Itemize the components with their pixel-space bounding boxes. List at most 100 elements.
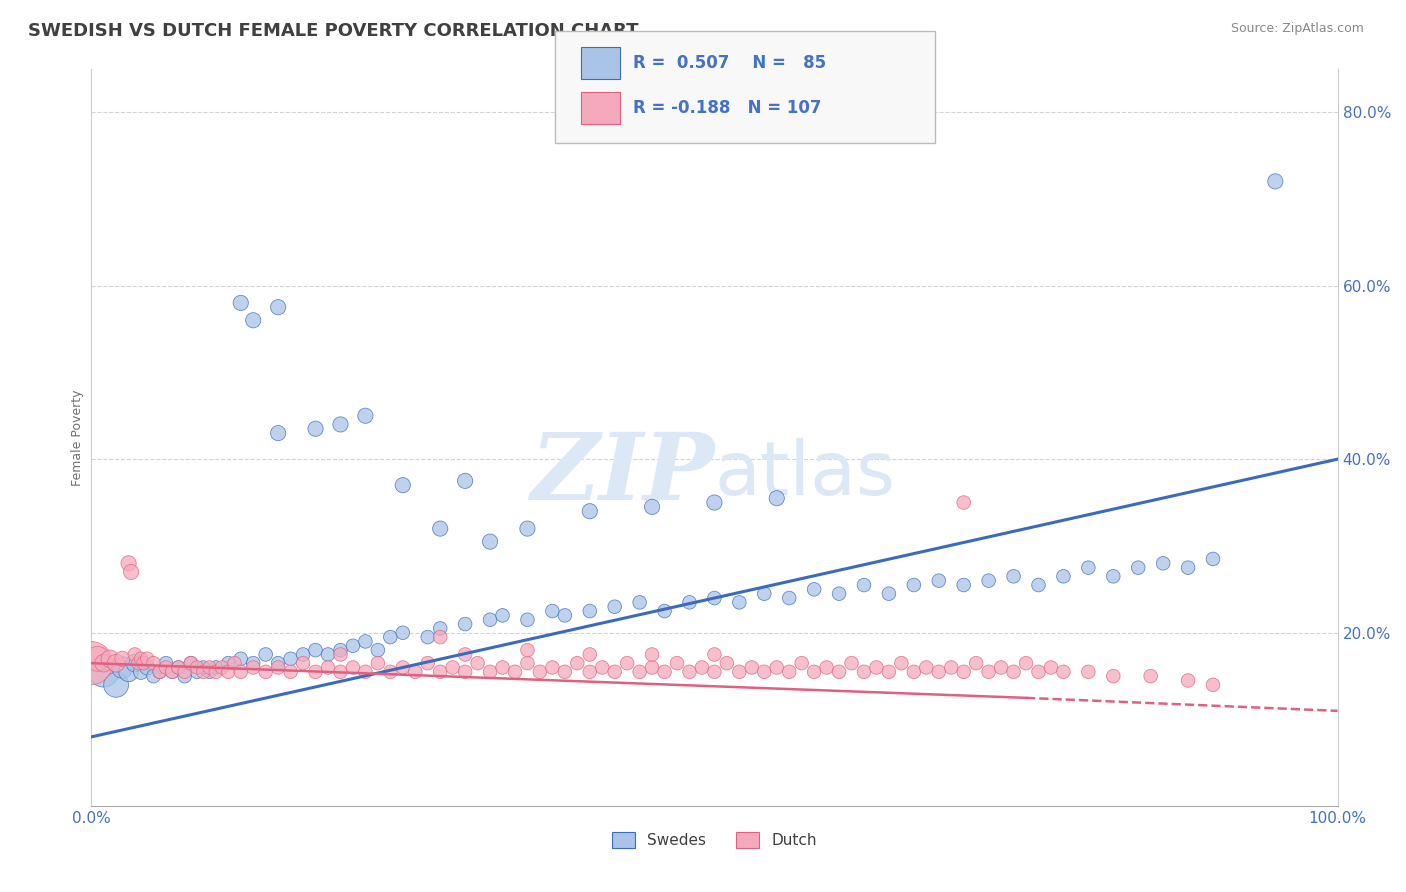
Point [354, 409, 377, 423]
Point [841, 656, 863, 670]
Point [1177, 673, 1199, 688]
Point [160, 665, 183, 679]
Point [316, 648, 339, 662]
Point [852, 578, 875, 592]
Point [603, 599, 626, 614]
Point [205, 665, 228, 679]
Text: Source: ZipAtlas.com: Source: ZipAtlas.com [1230, 22, 1364, 36]
Point [304, 665, 326, 679]
Point [1152, 557, 1174, 571]
Legend: Swedes, Dutch: Swedes, Dutch [606, 826, 823, 854]
Point [86, 652, 108, 666]
Point [117, 665, 139, 679]
Point [591, 660, 613, 674]
Point [93, 656, 115, 670]
Point [380, 630, 402, 644]
Point [877, 665, 900, 679]
Point [678, 665, 700, 679]
Point [454, 617, 477, 632]
Point [404, 665, 426, 679]
Point [229, 652, 252, 666]
Point [578, 665, 600, 679]
Point [641, 500, 664, 514]
Point [903, 578, 925, 592]
Point [193, 660, 215, 674]
Point [342, 660, 364, 674]
Point [828, 665, 851, 679]
Point [155, 660, 177, 674]
Point [367, 643, 389, 657]
Point [416, 630, 439, 644]
Point [180, 656, 202, 670]
Point [380, 665, 402, 679]
Point [828, 587, 851, 601]
Point [98, 652, 121, 666]
Point [1077, 665, 1099, 679]
Point [941, 660, 963, 674]
Point [429, 522, 451, 536]
Point [167, 660, 190, 674]
Point [479, 613, 502, 627]
Point [173, 665, 195, 679]
Point [1002, 665, 1025, 679]
Point [728, 665, 751, 679]
Point [790, 656, 813, 670]
Point [741, 660, 763, 674]
Point [928, 574, 950, 588]
Point [329, 417, 352, 432]
Point [703, 648, 725, 662]
Point [354, 634, 377, 648]
Point [454, 648, 477, 662]
Point [703, 495, 725, 509]
Point [1202, 678, 1225, 692]
Point [136, 660, 159, 674]
Point [754, 587, 776, 601]
Point [173, 669, 195, 683]
Point [628, 595, 651, 609]
Point [149, 665, 172, 679]
Point [1077, 560, 1099, 574]
Point [329, 648, 352, 662]
Point [479, 534, 502, 549]
Point [211, 660, 233, 674]
Point [516, 522, 538, 536]
Point [541, 604, 564, 618]
Text: atlas: atlas [714, 438, 896, 511]
Point [132, 656, 155, 670]
Point [367, 656, 389, 670]
Point [1139, 669, 1161, 683]
Point [105, 678, 128, 692]
Point [1264, 174, 1286, 188]
Point [416, 656, 439, 670]
Text: R = -0.188   N = 107: R = -0.188 N = 107 [633, 99, 821, 117]
Point [1052, 665, 1074, 679]
Point [129, 665, 152, 679]
Point [654, 604, 676, 618]
Y-axis label: Female Poverty: Female Poverty [72, 389, 84, 485]
Point [467, 656, 489, 670]
Point [778, 591, 800, 605]
Point [877, 587, 900, 601]
Point [391, 625, 413, 640]
Point [454, 474, 477, 488]
Point [254, 665, 277, 679]
Point [1102, 669, 1125, 683]
Point [516, 656, 538, 670]
Point [754, 665, 776, 679]
Point [316, 660, 339, 674]
Point [242, 313, 264, 327]
Point [703, 665, 725, 679]
Point [952, 665, 974, 679]
Point [690, 660, 713, 674]
Point [965, 656, 987, 670]
Point [541, 660, 564, 674]
Point [242, 656, 264, 670]
Point [292, 648, 315, 662]
Point [224, 656, 246, 670]
Point [852, 665, 875, 679]
Point [217, 665, 239, 679]
Point [567, 656, 589, 670]
Point [778, 665, 800, 679]
Point [952, 495, 974, 509]
Point [354, 665, 377, 679]
